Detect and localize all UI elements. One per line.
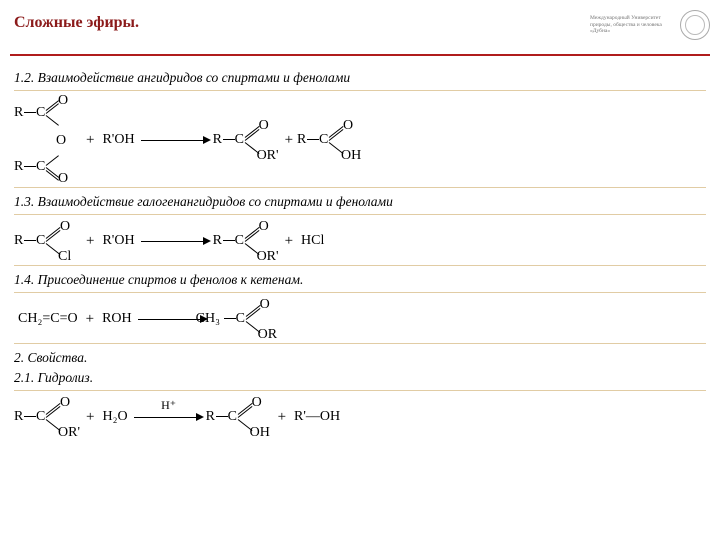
label-or: OR' bbox=[257, 148, 279, 164]
section-label: 1.3. Взаимодействие галогенангидридов со… bbox=[14, 194, 706, 210]
section-rule bbox=[14, 292, 706, 293]
plus-sign: + bbox=[84, 409, 96, 426]
ester-product: CH₃ C O OR bbox=[214, 299, 294, 339]
hcl-product: HCl bbox=[301, 233, 324, 249]
label-ch3: CH₃ bbox=[196, 311, 220, 327]
section-label: 2.1. Гидролиз. bbox=[14, 370, 706, 386]
section-2: 2. Свойства. 2.1. Гидролиз. R C O OR' + … bbox=[14, 350, 706, 437]
university-logo: Международный Университет природы, общес… bbox=[590, 6, 710, 44]
alcohol-product: R'—OH bbox=[294, 409, 340, 425]
section-rule bbox=[14, 265, 706, 266]
slide-header: Сложные эфиры. Международный Университет… bbox=[0, 0, 720, 54]
label-co: C=O bbox=[50, 311, 77, 326]
reaction-arrow-icon: H⁺ bbox=[134, 410, 204, 424]
label-ch2: CH₂ bbox=[18, 311, 42, 326]
label-o: O bbox=[343, 118, 353, 134]
label-c: C bbox=[36, 233, 45, 249]
section-label: 1.4. Присоединение спиртов и фенолов к к… bbox=[14, 272, 706, 288]
reaction-arrow-icon bbox=[141, 234, 211, 248]
logo-seal-icon bbox=[680, 10, 710, 40]
reagent-alcohol: R'OH bbox=[102, 233, 134, 249]
section-rule bbox=[14, 214, 706, 215]
acyl-chloride: R C O Cl bbox=[18, 221, 78, 261]
label-r: R bbox=[213, 233, 222, 249]
water: H₂O bbox=[102, 409, 127, 425]
section-rule bbox=[14, 90, 706, 91]
label-r: R bbox=[297, 132, 306, 148]
plus-sign: + bbox=[84, 132, 96, 149]
plus-sign: + bbox=[276, 409, 288, 426]
label-or: OR' bbox=[58, 425, 80, 441]
equation-acyl-halide: R C O Cl + R'OH R C O OR' + HCl bbox=[18, 221, 706, 261]
section-1-2: 1.2. Взаимодействие ангидридов со спирта… bbox=[14, 70, 706, 188]
label-oh: OH bbox=[250, 425, 270, 441]
label-o: O bbox=[252, 395, 262, 411]
label-o: O bbox=[60, 395, 70, 411]
logo-text: Международный Университет природы, общес… bbox=[590, 15, 676, 35]
label-c: C bbox=[36, 105, 45, 121]
section-label: 2. Свойства. bbox=[14, 350, 706, 366]
label-o: O bbox=[58, 93, 68, 109]
section-rule bbox=[14, 187, 706, 188]
label-oh: OH bbox=[341, 148, 361, 164]
label-o: O bbox=[259, 219, 269, 235]
label-o: O bbox=[260, 297, 270, 313]
plus-sign: + bbox=[84, 311, 96, 328]
ester-product: R C O OR' bbox=[217, 120, 277, 160]
section-rule bbox=[14, 343, 706, 344]
ester-reagent: R C O OR' bbox=[18, 397, 78, 437]
catalyst-label: H⁺ bbox=[134, 398, 204, 413]
label-r: R bbox=[14, 233, 23, 249]
reagent-alcohol: ROH bbox=[102, 311, 132, 327]
label-r: R bbox=[14, 159, 23, 175]
label-r: R bbox=[14, 409, 23, 425]
section-label: 1.2. Взаимодействие ангидридов со спирта… bbox=[14, 70, 706, 86]
ketene: CH₂=C=O bbox=[18, 311, 78, 327]
label-c: C bbox=[319, 132, 328, 148]
label-c: C bbox=[235, 132, 244, 148]
label-c: C bbox=[235, 233, 244, 249]
label-o-bridge: O bbox=[56, 133, 66, 149]
label-o: O bbox=[60, 219, 70, 235]
reagent-alcohol: R'OH bbox=[102, 132, 134, 148]
label-cl: Cl bbox=[58, 249, 71, 265]
acid-product: R C O OH bbox=[301, 120, 361, 160]
equation-ketene: CH₂=C=O + ROH CH₃ C O OR bbox=[18, 299, 706, 339]
label-r: R bbox=[206, 409, 215, 425]
reaction-arrow-icon bbox=[141, 133, 211, 147]
label-r: R bbox=[14, 105, 23, 121]
plus-sign: + bbox=[84, 233, 96, 250]
label-c: C bbox=[36, 409, 45, 425]
acid-product: R C O OH bbox=[210, 397, 270, 437]
label-or: OR bbox=[258, 327, 277, 343]
section-1-4: 1.4. Присоединение спиртов и фенолов к к… bbox=[14, 272, 706, 344]
plus-sign: + bbox=[283, 132, 295, 149]
label-c: C bbox=[36, 159, 45, 175]
anhydride-structure: R C O O R C O bbox=[18, 97, 78, 183]
label-r: R bbox=[213, 132, 222, 148]
label-c: C bbox=[236, 311, 245, 327]
section-rule bbox=[14, 390, 706, 391]
label-o: O bbox=[259, 118, 269, 134]
label-c: C bbox=[228, 409, 237, 425]
label-or: OR' bbox=[257, 249, 279, 265]
plus-sign: + bbox=[283, 233, 295, 250]
section-1-3: 1.3. Взаимодействие галогенангидридов со… bbox=[14, 194, 706, 266]
ester-product: R C O OR' bbox=[217, 221, 277, 261]
equation-anhydride: R C O O R C O + R'OH R C bbox=[18, 97, 706, 183]
slide-content: 1.2. Взаимодействие ангидридов со спирта… bbox=[0, 56, 720, 437]
equation-hydrolysis: R C O OR' + H₂O H⁺ R C O OH + bbox=[18, 397, 706, 437]
label-o: O bbox=[58, 171, 68, 187]
